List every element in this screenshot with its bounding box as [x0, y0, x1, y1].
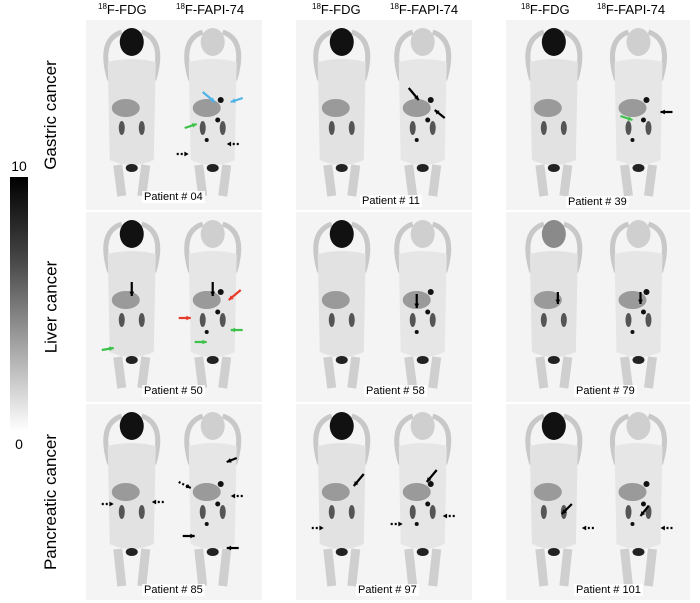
body-scan	[313, 28, 371, 197]
patient-label: Patient # 39	[566, 196, 629, 208]
arrow-head	[109, 501, 114, 507]
col-header-fapi-3: 18F-FAPI-74	[597, 2, 666, 17]
arrow-head	[353, 481, 359, 486]
panel-patient-04	[86, 20, 262, 210]
arrow-head	[555, 299, 561, 304]
patient-label: Patient # 50	[142, 385, 205, 397]
body-scan	[394, 28, 452, 197]
body-scan	[184, 412, 242, 587]
colorbar-max-label: 10	[11, 158, 27, 174]
arrow-head	[638, 299, 643, 304]
arrow-head	[151, 499, 157, 505]
body-scan	[394, 412, 452, 587]
arrow-head	[434, 110, 440, 115]
row-label-liver: Liver cancer	[41, 260, 61, 354]
arrow-head	[230, 493, 236, 499]
patient-label: Patient # 79	[574, 385, 637, 397]
body-scan	[184, 220, 242, 389]
arrow-head	[660, 109, 665, 115]
body-scan	[103, 220, 161, 389]
panel-patient-85	[86, 404, 262, 600]
panel-patient-39	[506, 20, 690, 210]
colorbar-min-label: 0	[15, 436, 23, 452]
panel-patient-58	[296, 212, 472, 402]
arrow-head	[426, 477, 432, 482]
patient-label: Patient # 04	[142, 191, 205, 203]
col-header-fdg-1: 18F-FDG	[98, 2, 147, 17]
body-scan	[610, 220, 667, 389]
patient-label: Patient # 97	[356, 584, 419, 596]
panel-patient-101	[506, 404, 690, 600]
body-scan	[525, 412, 583, 587]
arrow-head	[190, 533, 195, 539]
arrow-head	[109, 346, 114, 352]
arrow-head	[185, 483, 191, 489]
row-label-pancreatic: Pancreatic cancer	[41, 433, 61, 571]
arrow-head	[226, 458, 232, 463]
col-header-fdg-3: 18F-FDG	[521, 2, 570, 17]
patient-label: Patient # 11	[360, 195, 422, 207]
arrow-head	[191, 123, 197, 128]
patient-label: Patient # 85	[142, 584, 205, 596]
row-label-gastric: Gastric cancer	[41, 60, 60, 170]
body-scan	[313, 220, 371, 389]
arrow-head	[129, 291, 135, 296]
arrow-head	[414, 95, 419, 100]
col-header-fdg-2: 18F-FDG	[312, 2, 361, 17]
arrow-head	[226, 545, 232, 551]
colorbar	[10, 177, 28, 431]
arrow-head	[581, 525, 587, 531]
arrow-head	[627, 116, 633, 121]
body-scan	[525, 220, 583, 389]
body-scan	[184, 28, 242, 197]
body-scan	[610, 412, 667, 587]
col-header-fapi-2: 18F-FAPI-74	[390, 2, 459, 17]
arrow-head	[209, 97, 215, 102]
arrow-head	[640, 511, 646, 516]
arrow-head	[228, 295, 234, 300]
patient-label: Patient # 58	[364, 385, 427, 397]
arrow-head	[186, 315, 191, 321]
arrow-head	[414, 303, 420, 308]
arrow-head	[442, 513, 448, 519]
panel-patient-97	[296, 404, 472, 600]
body-scan	[313, 412, 371, 587]
body-scan	[610, 28, 667, 197]
arrow-head	[226, 141, 232, 147]
arrow-head	[210, 291, 216, 296]
body-scan	[103, 412, 161, 587]
arrow-head	[660, 525, 665, 531]
arrow-head	[230, 327, 236, 333]
arrow-head	[230, 98, 236, 103]
arrow-head	[319, 525, 324, 531]
arrow-head	[561, 509, 567, 514]
body-scan	[525, 28, 583, 197]
body-scan	[394, 220, 452, 389]
patient-label: Patient # 101	[574, 584, 643, 596]
panel-patient-11	[296, 20, 472, 210]
col-header-fapi-1: 18F-FAPI-74	[176, 2, 245, 17]
arrow-head	[398, 521, 403, 527]
panel-patient-79	[506, 212, 690, 402]
arrow-head	[202, 339, 207, 345]
panel-patient-50	[86, 212, 262, 402]
body-scan	[103, 28, 161, 197]
arrow-head	[184, 151, 189, 157]
